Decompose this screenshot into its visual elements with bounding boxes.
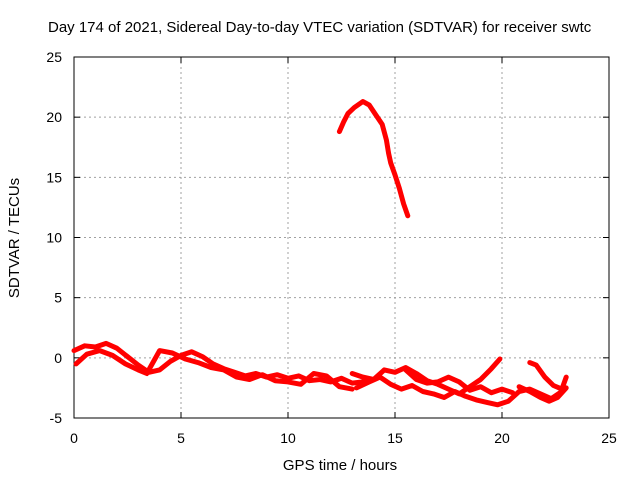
series-line-2 [73,348,355,392]
y-axis-label: SDTVAR / TECUs [6,178,23,298]
series-line-7 [516,384,569,404]
y-tick-label: 5 [54,290,62,306]
series-line-5 [403,367,516,396]
x-tick-label: 25 [601,430,617,446]
y-tick-label: 0 [54,350,62,366]
chart-title: Day 174 of 2021, Sidereal Day-to-day VTE… [48,19,592,36]
x-axis-label: GPS time / hours [283,457,397,474]
axis-ticks: 0 5 10 15 20 25 -5 0 5 10 15 20 25 [46,49,617,446]
y-tick-label: 15 [46,169,62,185]
y-tick-label: -5 [50,410,63,426]
series-line-6 [527,360,569,392]
data-series [71,99,569,408]
plot-frame [73,56,610,419]
y-tick-label: 25 [46,49,62,65]
x-tick-label: 0 [70,430,78,446]
grid-lines [74,57,609,418]
x-tick-label: 20 [494,430,510,446]
x-tick-label: 5 [177,430,185,446]
x-tick-label: 15 [387,430,403,446]
y-tick-label: 10 [46,230,62,246]
y-tick-label: 20 [46,109,62,125]
x-tick-label: 10 [280,430,296,446]
series-line-8 [336,99,411,219]
